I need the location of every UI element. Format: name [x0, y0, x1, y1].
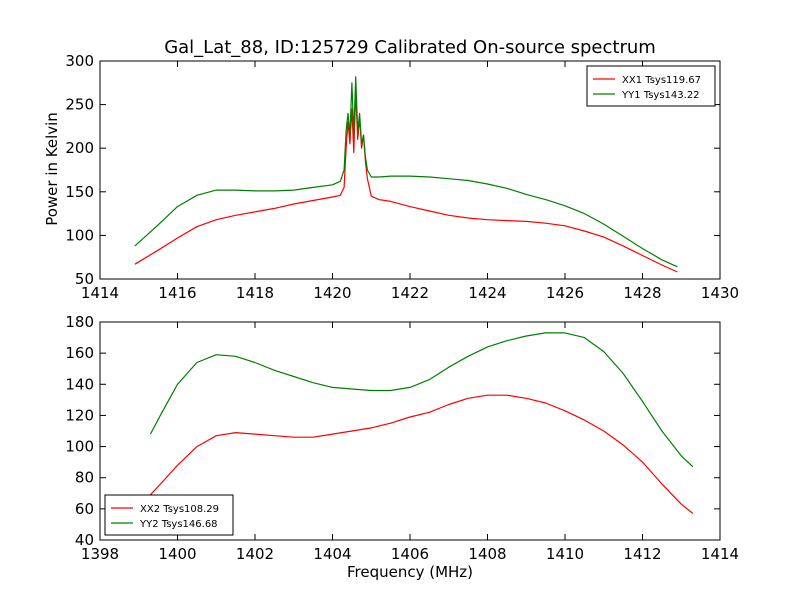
bottom-panel: 1398 1400 1402 1404 1406 1408 1410 1412 1414 40 60… — [65, 313, 739, 563]
legend-1: XX2 Tsys108.29 YY2 Tsys146.68 — [104, 494, 234, 536]
x-tick-label: 1416 — [158, 284, 196, 302]
x-tick-label: 1430 — [701, 284, 739, 302]
x-tick-label: 1408 — [468, 545, 506, 563]
y-axis-label-top: Power in Kelvin — [43, 112, 61, 226]
legend-label: XX2 Tsys108.29 — [140, 504, 219, 515]
y-tick-label: 160 — [65, 344, 94, 362]
y-tick-label: 40 — [75, 531, 94, 549]
y-tick-label: 100 — [65, 438, 94, 456]
y-tick-label: 300 — [65, 52, 94, 70]
x-tick-label: 1424 — [468, 284, 506, 302]
top-panel: 1414 1416 1418 1420 1422 1424 1426 1428 1430 50 10… — [65, 52, 739, 302]
legend-0: XX1 Tsys119.67 YY1 Tsys143.22 — [586, 65, 716, 107]
y-tick-label: 150 — [65, 183, 94, 201]
chart-title: Gal_Lat_88, ID:125729 Calibrated On-sour… — [164, 37, 656, 58]
legend-label: YY2 Tsys146.68 — [139, 519, 218, 530]
x-tick-label: 1428 — [623, 284, 661, 302]
x-tick-label: 1414 — [81, 284, 119, 302]
y-tick-label: 100 — [65, 226, 94, 244]
y-tick-label: 250 — [65, 96, 94, 114]
x-tick-label: 1420 — [313, 284, 351, 302]
legend-label: XX1 Tsys119.67 — [622, 75, 701, 86]
y-tick-label: 60 — [75, 500, 94, 518]
x-tick-label: 1414 — [701, 545, 739, 563]
x-tick-label: 1400 — [158, 545, 196, 563]
x-tick-label: 1412 — [623, 545, 661, 563]
x-tick-label: 1426 — [546, 284, 584, 302]
legend-box — [104, 494, 234, 536]
x-tick-label: 1404 — [313, 545, 351, 563]
series-line-1-1 — [149, 332, 694, 468]
x-axis-label-bottom: Frequency (MHz) — [347, 563, 473, 581]
y-tick-label: 140 — [65, 375, 94, 393]
x-tick-label: 1402 — [236, 545, 274, 563]
x-tick-label: 1398 — [81, 545, 119, 563]
y-tick-label: 120 — [65, 406, 94, 424]
legend-label: YY1 Tsys143.22 — [621, 90, 700, 101]
series-line-0-0 — [134, 90, 678, 273]
x-tick-label: 1422 — [391, 284, 429, 302]
y-tick-label: 50 — [75, 270, 94, 288]
series-line-0-1 — [134, 76, 678, 268]
y-tick-label: 200 — [65, 139, 94, 157]
y-tick-label: 180 — [65, 313, 94, 331]
series-line-1-0 — [149, 394, 694, 514]
legend-box — [586, 65, 716, 107]
x-tick-label: 1406 — [391, 545, 429, 563]
x-tick-label: 1410 — [546, 545, 584, 563]
y-tick-label: 80 — [75, 469, 94, 487]
x-tick-label: 1418 — [236, 284, 274, 302]
